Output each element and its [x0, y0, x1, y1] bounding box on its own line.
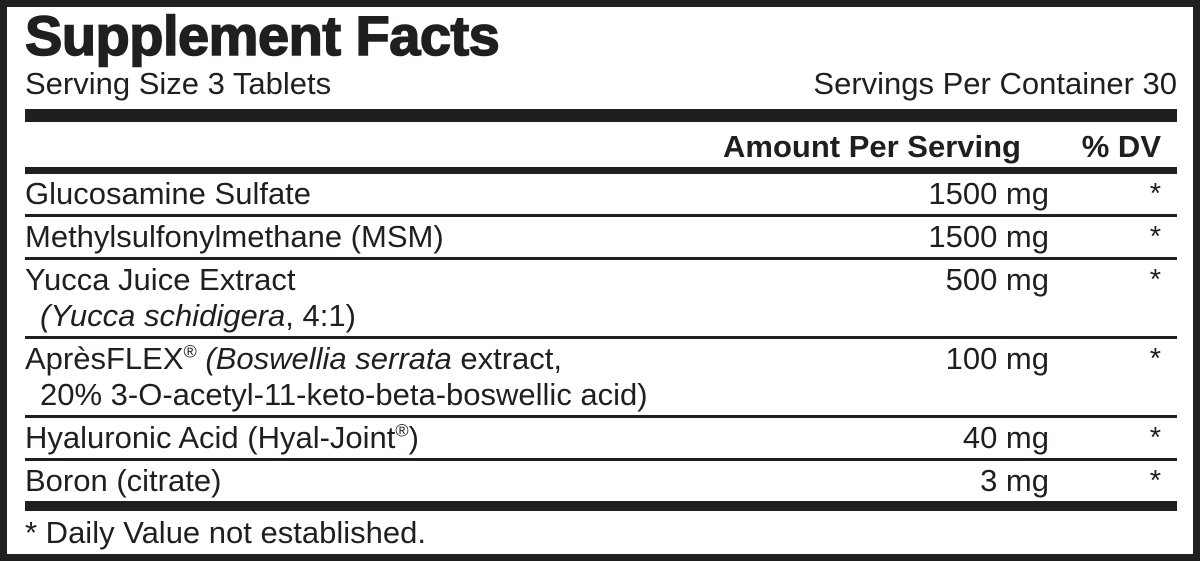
panel-title: Supplement Facts: [24, 4, 500, 67]
table-row: Glucosamine Sulfate 1500 mg *: [25, 174, 1177, 214]
divider-thick-top: [25, 109, 1177, 122]
table-row: Methylsulfonylmethane (MSM) 1500 mg *: [25, 214, 1177, 257]
ingredient-dv: *: [1149, 221, 1161, 253]
ingredient-name: Glucosamine Sulfate: [25, 176, 312, 211]
serving-info-row: Serving Size 3 Tablets Servings Per Cont…: [25, 67, 1177, 101]
table-header-row: Amount Per Serving % DV: [25, 122, 1177, 167]
ingredient-amount: 1500 mg: [928, 219, 1049, 254]
table-row: Hyaluronic Acid (Hyal-Joint®) 40 mg *: [25, 415, 1177, 458]
ingredient-dv: *: [1149, 465, 1161, 497]
ingredient-dv: *: [1149, 264, 1161, 296]
ingredient-amount: 3 mg: [980, 463, 1049, 498]
servings-per-container-text: Servings Per Container 30: [813, 66, 1177, 101]
divider-footer: [25, 501, 1177, 511]
ingredient-amount: 1500 mg: [928, 176, 1049, 211]
table-row: Boron (citrate) 3 mg *: [25, 458, 1177, 501]
table-row: AprèsFLEX® (Boswellia serrata extract, 20…: [25, 336, 1177, 415]
ingredient-dv: *: [1149, 343, 1161, 375]
table-row: Yucca Juice Extract (Yucca schidigera, 4:…: [25, 257, 1177, 336]
ingredient-name: AprèsFLEX® (Boswellia serrata extract, 20…: [25, 341, 648, 412]
ingredient-name: Methylsulfonylmethane (MSM): [25, 219, 444, 254]
ingredient-name: Boron (citrate): [25, 463, 222, 498]
ingredient-amount: 40 mg: [962, 420, 1049, 455]
ingredient-amount: 500 mg: [945, 262, 1049, 297]
ingredient-dv: *: [1149, 178, 1161, 210]
footnote: * Daily Value not established.: [25, 515, 426, 550]
column-header-dv: % DV: [1081, 129, 1161, 164]
ingredient-table: Glucosamine Sulfate 1500 mg * Methylsulfony…: [25, 174, 1177, 501]
column-header-amount: Amount Per Serving: [723, 129, 1021, 164]
ingredient-name: Yucca Juice Extract (Yucca schidigera, 4:…: [25, 262, 356, 333]
serving-size-text: Serving Size 3 Tablets: [25, 66, 332, 101]
ingredient-amount: 100 mg: [945, 341, 1049, 376]
ingredient-dv: *: [1149, 422, 1161, 454]
divider-medium: [25, 167, 1177, 174]
ingredient-name: Hyaluronic Acid (Hyal-Joint®): [25, 420, 419, 455]
